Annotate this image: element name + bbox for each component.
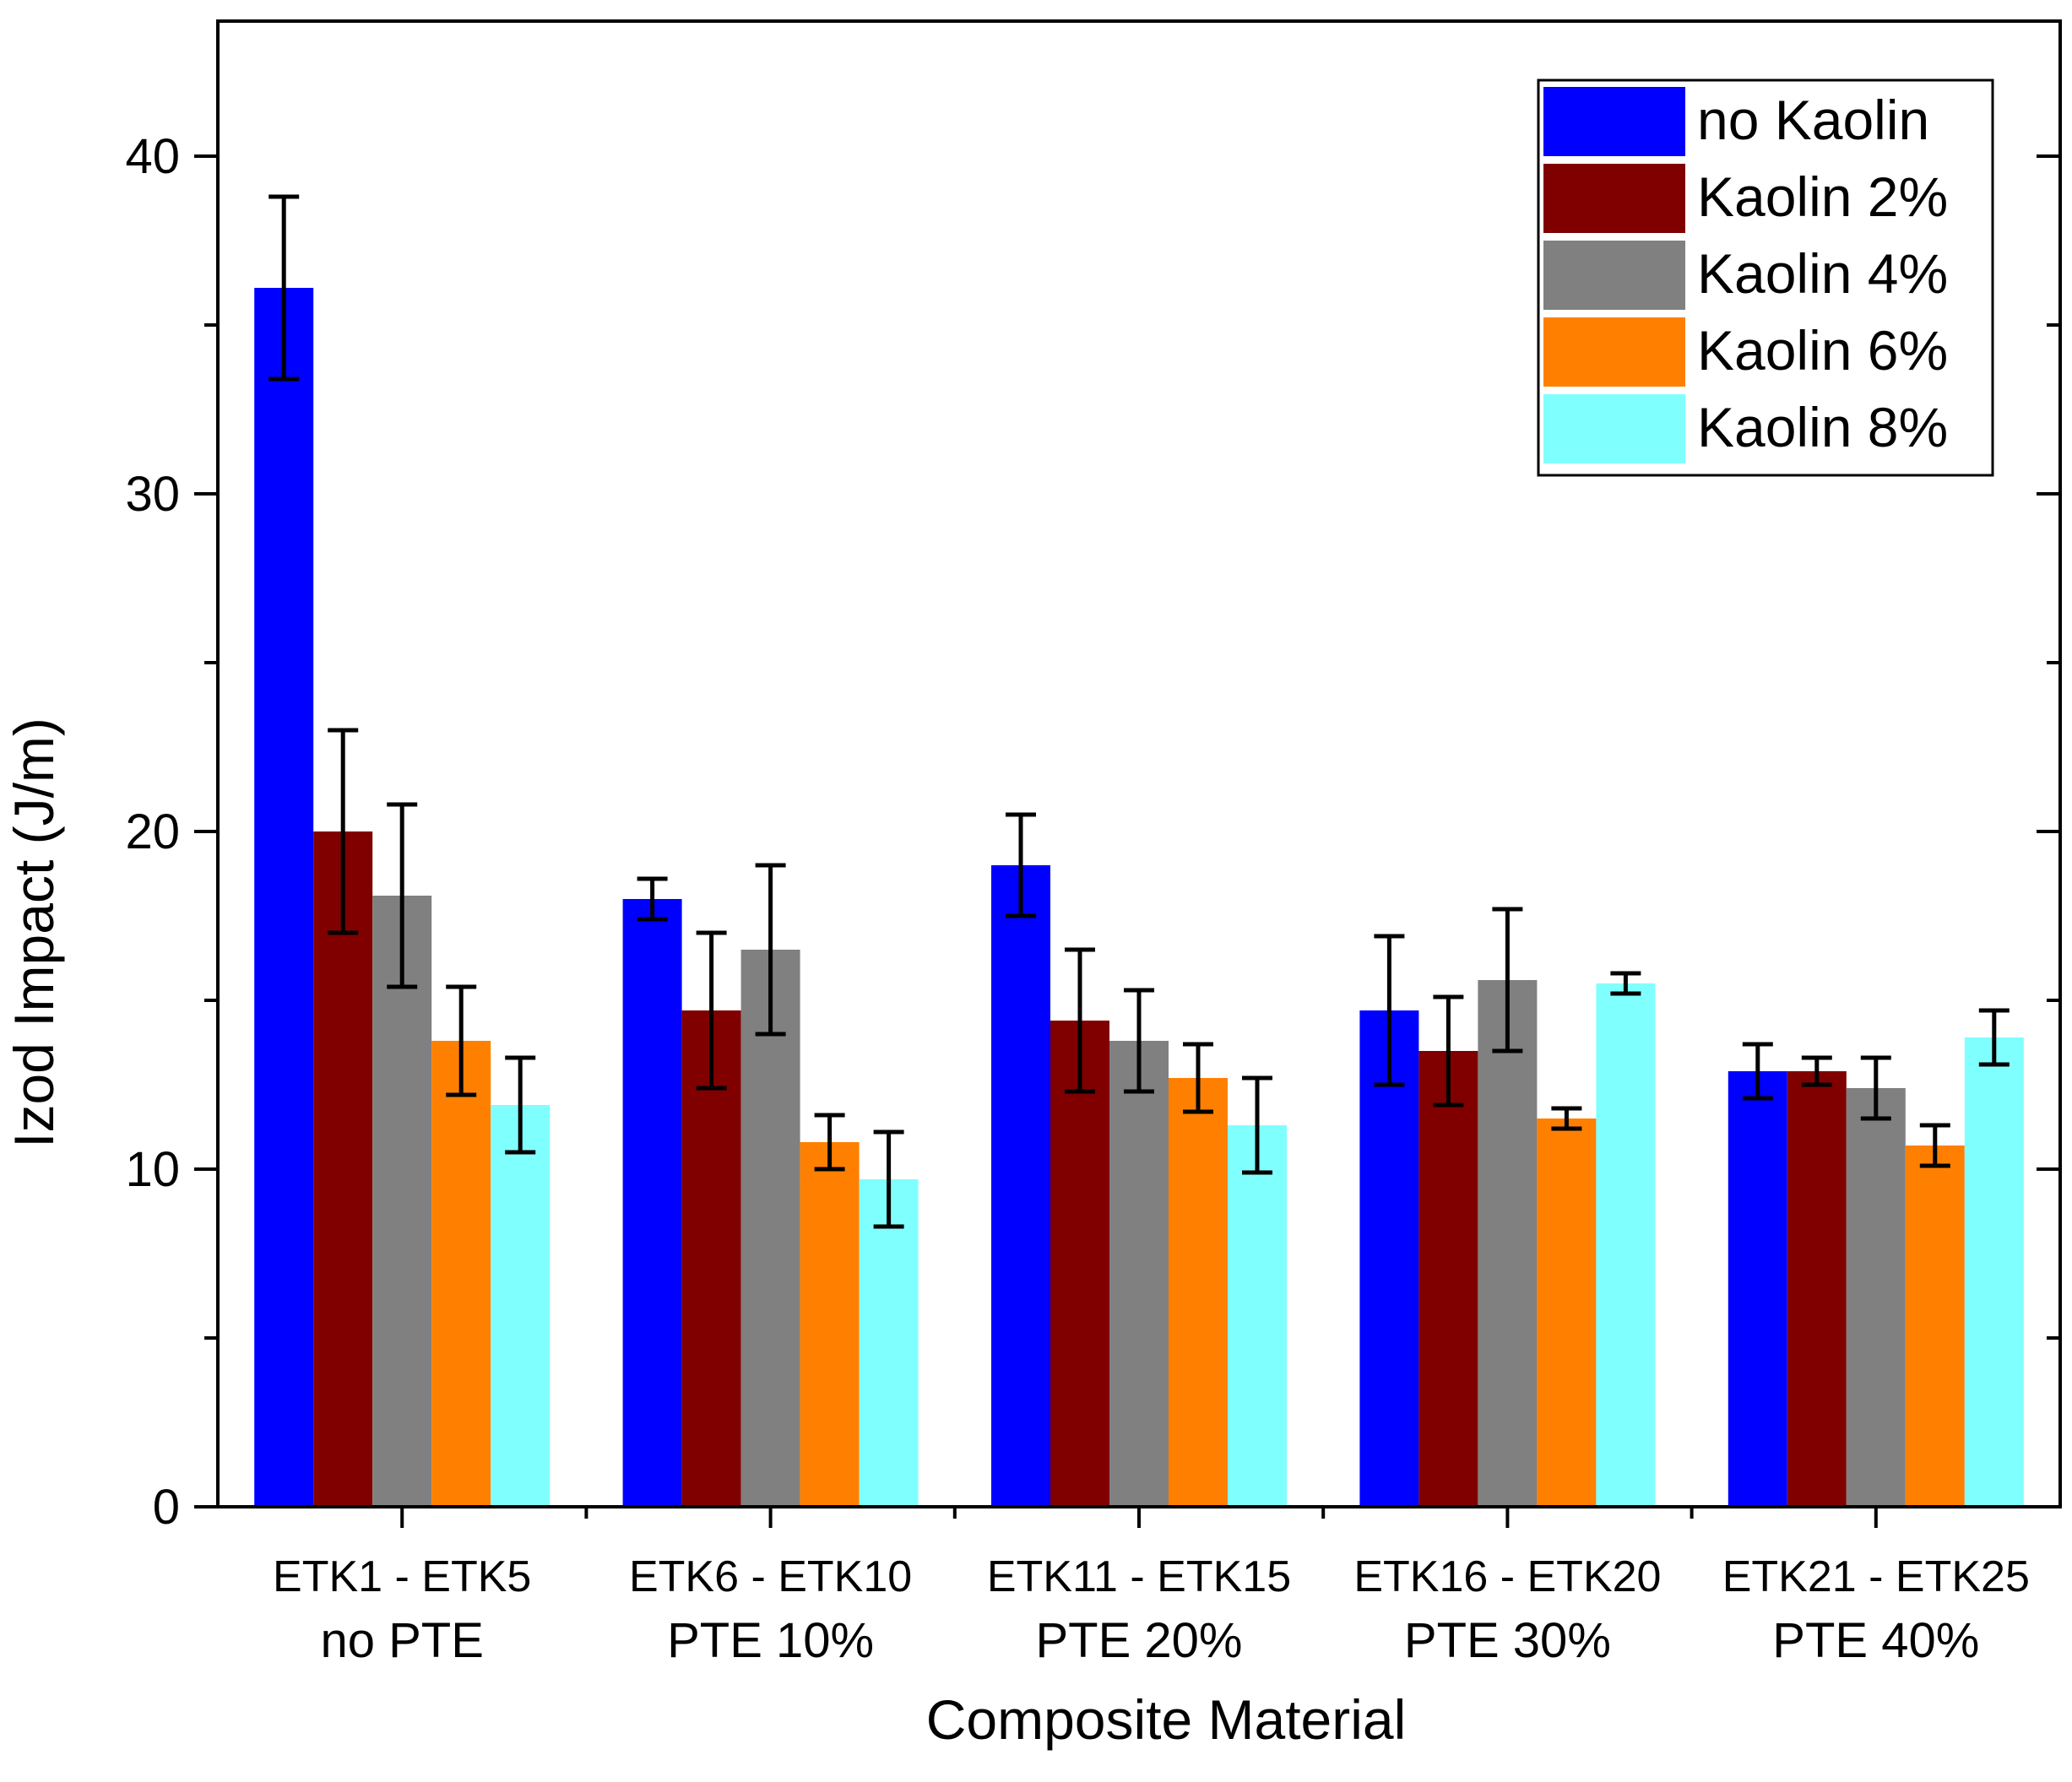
bar-series-4-cat-3: [1596, 983, 1656, 1507]
bar-series-1-cat-0: [313, 831, 373, 1507]
legend-label-1: Kaolin 2%: [1697, 165, 1948, 228]
bar-series-4-cat-1: [859, 1179, 919, 1507]
category-label-4-line2: PTE 40%: [1772, 1613, 1979, 1668]
bar-series-4-cat-0: [491, 1105, 551, 1507]
bar-series-2-cat-2: [1109, 1041, 1169, 1507]
category-label-3-line1: ETK16 - ETK20: [1353, 1552, 1661, 1601]
bar-series-0-cat-0: [254, 288, 314, 1507]
legend-swatch-1: [1543, 164, 1685, 233]
bar-series-0-cat-3: [1359, 1010, 1419, 1507]
bar-series-1-cat-4: [1787, 1071, 1847, 1507]
legend-label-0: no Kaolin: [1697, 89, 1929, 151]
bar-series-2-cat-4: [1846, 1088, 1906, 1507]
tick-labels-layer: 0 10 20 30 40: [125, 129, 180, 1535]
bar-series-4-cat-4: [1964, 1037, 2024, 1507]
error-bars-layer: [268, 194, 2010, 1229]
category-label-2-line2: PTE 20%: [1036, 1613, 1243, 1668]
bar-series-3-cat-0: [431, 1041, 491, 1507]
category-label-1-line1: ETK6 - ETK10: [629, 1552, 912, 1601]
bar-series-3-cat-3: [1537, 1118, 1597, 1507]
legend-swatch-4: [1543, 394, 1685, 463]
legend-swatch-2: [1543, 241, 1685, 310]
category-labels-layer: ETK1 - ETK5 no PTE ETK6 - ETK10 PTE 10% ETK1…: [273, 1552, 2030, 1668]
category-label-0-line2: no PTE: [320, 1613, 483, 1668]
bar-series-1-cat-1: [681, 1010, 741, 1507]
y-tick-label-0: 0: [153, 1480, 180, 1535]
bar-series-1-cat-3: [1418, 1051, 1478, 1507]
bar-series-4-cat-2: [1228, 1125, 1287, 1507]
y-tick-label-3: 30: [125, 467, 180, 522]
y-tick-label-2: 20: [125, 804, 180, 859]
y-axis-title: Izod Impact (J/m): [3, 718, 65, 1148]
x-axis-title: Composite Material: [926, 1688, 1407, 1751]
legend-swatch-3: [1543, 317, 1685, 387]
legend-label-3: Kaolin 6%: [1697, 319, 1948, 382]
bar-series-0-cat-4: [1728, 1071, 1787, 1507]
category-label-2-line1: ETK11 - ETK15: [987, 1552, 1291, 1601]
bar-series-3-cat-4: [1905, 1146, 1965, 1507]
bar-series-2-cat-3: [1478, 980, 1538, 1507]
category-label-3-line2: PTE 30%: [1404, 1613, 1611, 1668]
legend-label-2: Kaolin 4%: [1697, 242, 1948, 305]
bar-series-3-cat-1: [800, 1142, 860, 1507]
bar-series-1-cat-2: [1050, 1021, 1109, 1507]
legend: no Kaolin Kaolin 2% Kaolin 4% Kaolin 6% Kaol…: [1537, 79, 1994, 477]
legend-swatch-0: [1543, 87, 1685, 156]
bar-series-3-cat-2: [1169, 1078, 1228, 1507]
legend-label-4: Kaolin 8%: [1697, 396, 1948, 458]
category-label-1-line2: PTE 10%: [667, 1613, 874, 1668]
bar-series-0-cat-2: [991, 865, 1050, 1507]
category-label-4-line1: ETK21 - ETK25: [1722, 1552, 2030, 1601]
y-tick-label-4: 40: [125, 129, 180, 184]
axes-layer: [194, 19, 2062, 1528]
bars-layer: [254, 288, 2024, 1507]
bar-series-2-cat-0: [372, 896, 432, 1507]
bar-series-2-cat-1: [740, 950, 800, 1507]
bar-series-0-cat-1: [622, 899, 682, 1507]
category-label-0-line1: ETK1 - ETK5: [273, 1552, 531, 1601]
y-tick-label-1: 10: [125, 1142, 180, 1197]
